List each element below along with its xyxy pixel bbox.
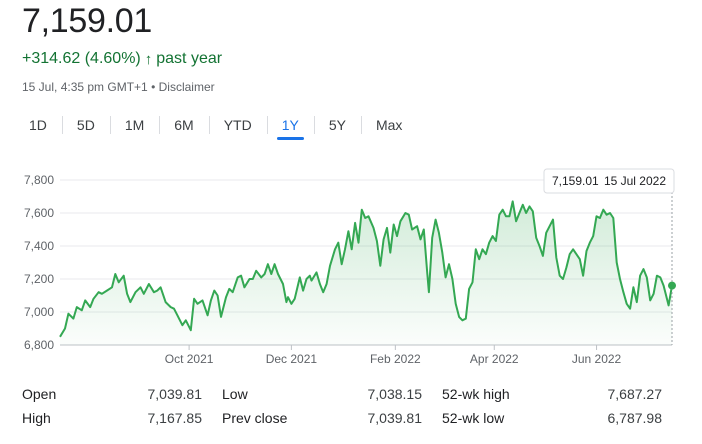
price-tooltip: 7,159.01 15 Jul 2022 [543, 168, 675, 194]
y-tick-label: 6,800 [24, 338, 54, 352]
range-5y[interactable]: 5Y [313, 112, 361, 138]
x-tick-label: Apr 2022 [470, 352, 519, 366]
stat-value-open: 7,039.81 [147, 386, 203, 402]
price-chart[interactable]: 7,800 7,600 7,400 7,200 7,000 6,800 Oct 2021 D… [0, 160, 702, 372]
range-6m[interactable]: 6M [159, 112, 208, 138]
x-tick-label: Dec 2021 [266, 352, 318, 366]
stat-label-high: High [22, 410, 51, 426]
x-tick-label: Oct 2021 [165, 352, 214, 366]
tooltip-value: 7,159.01 [552, 174, 599, 188]
current-point-marker [668, 281, 676, 290]
y-tick-label: 7,600 [24, 206, 54, 220]
y-tick-label: 7,800 [24, 173, 54, 187]
range-1m[interactable]: 1M [109, 112, 159, 138]
stat-label-open: Open [22, 386, 57, 402]
meta-separator: • [151, 80, 156, 94]
stat-value-prev-close: 7,039.81 [367, 410, 423, 426]
current-price: 7,159.01 [22, 2, 152, 40]
change-period: past year [156, 50, 223, 67]
stat-value-low: 7,038.15 [367, 386, 423, 402]
disclaimer-link[interactable]: Disclaimer [158, 80, 215, 94]
y-tick-label: 7,200 [24, 272, 54, 286]
stat-value-52wk-high: 7,687.27 [607, 386, 663, 402]
range-max[interactable]: Max [360, 112, 417, 138]
tooltip-date: 15 Jul 2022 [604, 174, 666, 188]
price-series-line [59, 200, 673, 338]
y-tick-label: 7,400 [24, 239, 54, 253]
range-selector: 1D 5D 1M 6M YTD 1Y 5Y Max [14, 112, 417, 140]
stat-label-52wk-low: 52-wk low [442, 410, 505, 426]
timestamp: 15 Jul, 4:35 pm GMT+1 [22, 80, 148, 94]
price-change: +314.62 (4.60%) ↑ past year [22, 50, 222, 68]
x-tick-label: Feb 2022 [370, 352, 421, 366]
stat-label-low: Low [222, 386, 248, 402]
key-stats: Open 7,039.81 Low 7,038.15 52-wk high 7,… [22, 386, 682, 426]
x-tick-label: Jun 2022 [572, 352, 622, 366]
range-ytd[interactable]: YTD [208, 112, 267, 138]
stat-label-prev-close: Prev close [222, 410, 288, 426]
y-tick-label: 7,000 [24, 305, 54, 319]
range-1d[interactable]: 1D [29, 117, 47, 133]
change-amount: +314.62 (4.60%) [22, 50, 141, 67]
range-5d[interactable]: 5D [61, 112, 110, 138]
quote-meta: 15 Jul, 4:35 pm GMT+1 • Disclaimer [22, 80, 215, 94]
price-area-fill [60, 201, 672, 345]
range-1y[interactable]: 1Y [266, 112, 314, 140]
stat-label-52wk-high: 52-wk high [442, 386, 510, 402]
tooltip-box [543, 168, 675, 194]
stat-value-52wk-low: 6,787.98 [607, 410, 663, 426]
stat-value-high: 7,167.85 [147, 410, 203, 426]
arrow-up-icon: ↑ [144, 50, 153, 68]
x-axis-labels: Oct 2021 Dec 2021 Feb 2022 Apr 2022 Jun 2022 [165, 352, 622, 366]
y-axis-labels: 7,800 7,600 7,400 7,200 7,000 6,800 [24, 173, 54, 352]
